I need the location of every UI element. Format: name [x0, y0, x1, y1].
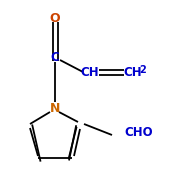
Text: 2: 2	[140, 65, 146, 75]
Text: CH: CH	[124, 66, 142, 79]
Text: C: C	[51, 50, 59, 63]
Text: N: N	[50, 101, 60, 114]
Text: O: O	[50, 11, 60, 24]
Text: CHO: CHO	[124, 126, 153, 139]
Text: CH: CH	[81, 66, 99, 79]
